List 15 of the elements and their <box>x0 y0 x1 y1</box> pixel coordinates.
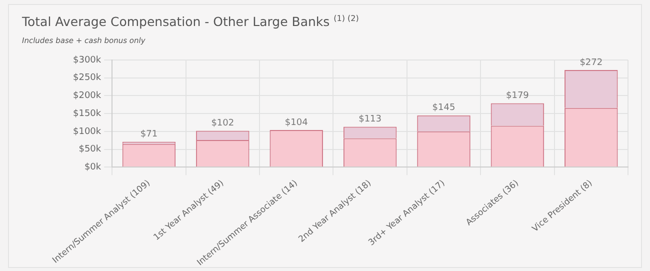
y-tick-label: $200k <box>72 91 102 102</box>
y-tick-label: $0k <box>84 162 102 172</box>
y-tick-label: $150k <box>72 108 102 119</box>
total-label: $272 <box>580 58 603 68</box>
total-label: $104 <box>284 118 308 128</box>
total-label: $145 <box>432 103 456 114</box>
total-label: $71 <box>140 130 158 140</box>
y-tick-label: $300k <box>72 55 102 66</box>
y-tick-label: $250k <box>72 73 102 84</box>
chart-title: Total Average Compensation - Other Large Banks $^{(1) (2)}$ <box>22 14 359 30</box>
total-label: $102 <box>211 118 234 129</box>
total-label: $179 <box>506 91 530 102</box>
total-label: $113 <box>358 114 382 125</box>
y-tick-label: $50k <box>78 144 102 155</box>
y-tick-label: $100k <box>72 126 102 137</box>
